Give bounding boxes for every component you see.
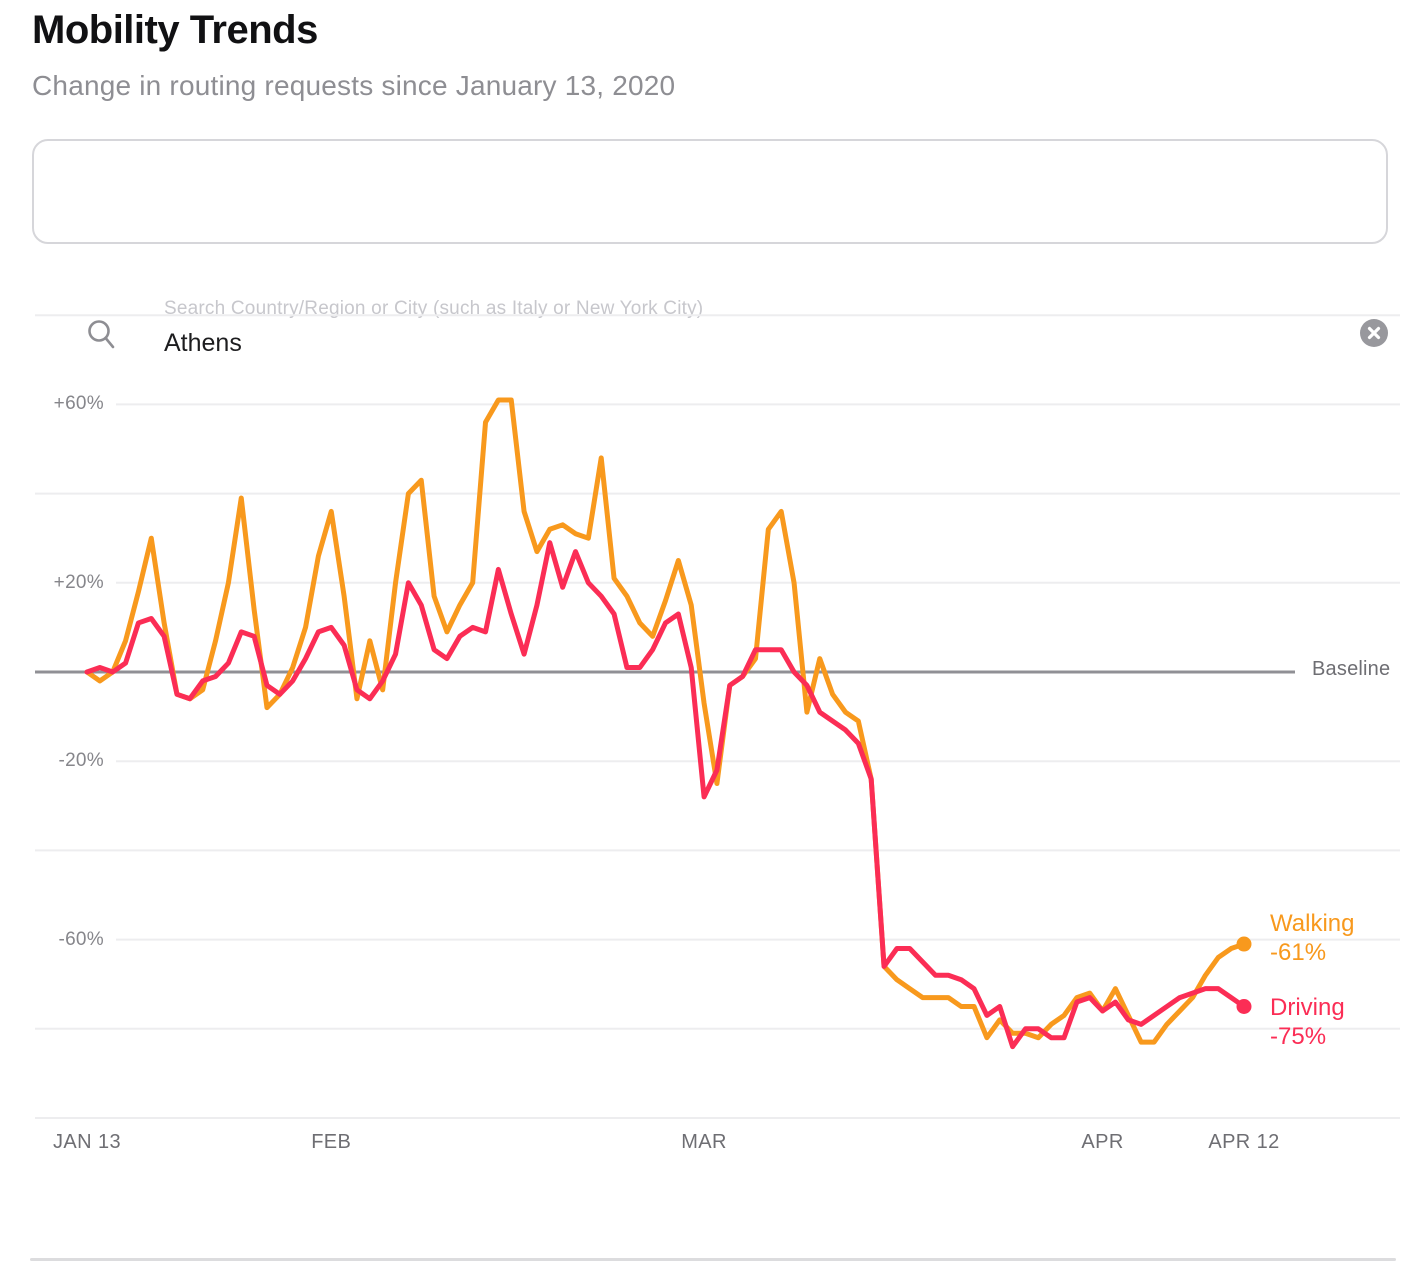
search-box[interactable]: Search Country/Region or City (such as I… (32, 139, 1388, 358)
search-icon (87, 318, 115, 350)
x-axis-label: MAR (681, 1131, 727, 1153)
driving-endpoint-dot (1236, 999, 1252, 1014)
driving-line (84, 540, 1247, 1050)
driving-series-value: -75% (1270, 1023, 1327, 1050)
bottom-divider (30, 1258, 1396, 1261)
y-axis-label: -60% (28, 926, 116, 953)
search-placeholder-label: Search Country/Region or City (such as I… (164, 298, 704, 319)
walking-series-value: -61% (1270, 939, 1327, 966)
clear-search-button[interactable] (1360, 319, 1388, 347)
page-title: Mobility Trends (32, 8, 318, 52)
driving-series-name: Driving (1270, 994, 1345, 1021)
page-subtitle: Change in routing requests since January… (32, 70, 676, 101)
driving-series-label: Driving -75% (1270, 993, 1345, 1051)
walking-series-label: Walking -61% (1270, 909, 1354, 967)
baseline-label: Baseline (1312, 658, 1391, 680)
y-axis-label: -20% (28, 748, 116, 775)
x-axis-label: JAN 13 (53, 1131, 121, 1153)
x-axis-label: APR (1081, 1131, 1124, 1153)
x-axis-label: FEB (311, 1131, 352, 1153)
x-axis-label: APR 12 (1208, 1131, 1280, 1153)
y-axis-label: +60% (28, 391, 116, 418)
search-input[interactable] (164, 329, 1294, 358)
walking-series-name: Walking (1270, 910, 1355, 937)
walking-endpoint-dot (1236, 936, 1252, 952)
y-axis-label: +20% (28, 569, 116, 596)
walking-line (84, 397, 1247, 1045)
